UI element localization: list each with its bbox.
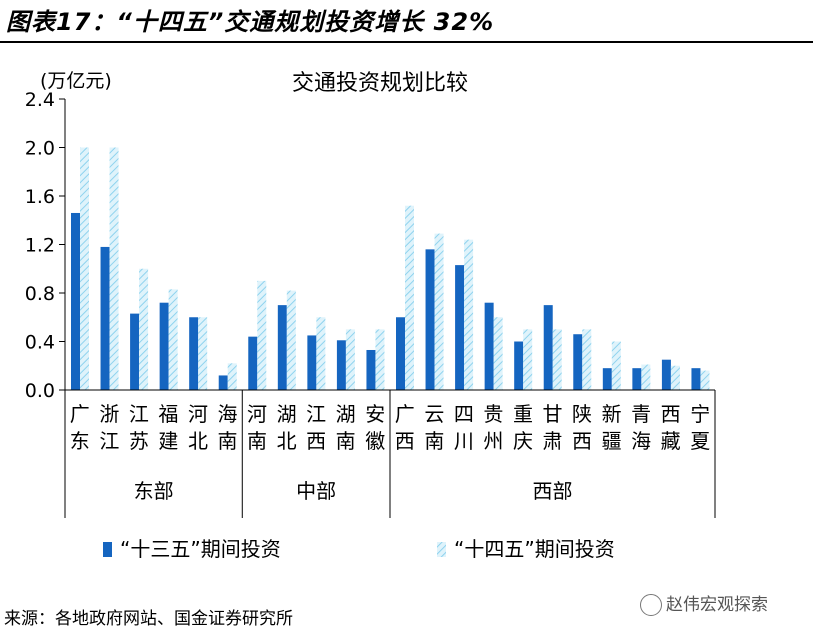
- bar-series2-19: [641, 364, 651, 390]
- y-tick-label: 2.4: [25, 89, 55, 111]
- bar-series2-5: [227, 363, 237, 390]
- bar-series1-9: [336, 340, 346, 390]
- bar-series1-0: [71, 212, 80, 390]
- x-tick-label: 西藏: [661, 402, 681, 453]
- bar-series2-14: [493, 317, 503, 390]
- x-tick-label: 宁夏: [690, 402, 710, 453]
- y-axis: 0.0 0.4 0.8 1.2 1.6 2.0 2.4: [25, 89, 66, 402]
- bar-series2-0: [80, 147, 89, 390]
- bar-series2-3: [168, 289, 178, 390]
- legend-label-series1: “十三五”期间投资: [120, 537, 281, 561]
- x-tick-label: 湖北: [277, 402, 297, 453]
- x-tick-label: 河南: [247, 402, 267, 453]
- bar-series1-21: [691, 368, 701, 390]
- bar-series2-4: [198, 317, 208, 390]
- x-tick-label: 贵州: [483, 402, 503, 453]
- x-tick-label: 陕西: [572, 402, 592, 453]
- bar-series2-12: [434, 233, 444, 390]
- x-tick-label: 江苏: [129, 402, 149, 453]
- bar-series1-8: [307, 335, 317, 390]
- bar-series1-10: [366, 349, 376, 390]
- y-tick-label: 0.4: [25, 332, 55, 354]
- x-tick-label: 江西: [306, 402, 326, 453]
- x-tick-label: 云南: [424, 402, 444, 453]
- bar-series2-18: [611, 341, 621, 390]
- legend-swatch-series2: [437, 542, 446, 557]
- bar-series2-21: [700, 370, 710, 390]
- bar-series1-4: [189, 317, 199, 390]
- bar-series2-20: [670, 365, 680, 390]
- bar-series1-2: [130, 313, 140, 390]
- bar-series1-12: [425, 249, 435, 390]
- bar-series2-7: [286, 290, 296, 390]
- x-tick-label: 浙江: [99, 402, 119, 453]
- x-tick-label: 海南: [218, 402, 238, 453]
- x-axis: 广东浙江江苏福建河北海南河南湖北江西湖南安徽广西云南四川贵州重庆甘肃陕西新疆青海…: [64, 389, 716, 518]
- bar-series2-11: [405, 205, 414, 390]
- bar-series2-17: [582, 329, 592, 390]
- bar-series1-18: [602, 368, 612, 390]
- x-tick-label: 广西: [395, 402, 415, 453]
- x-tick-label: 广东: [70, 402, 90, 453]
- x-tick-label: 青海: [631, 402, 651, 453]
- bar-series1-6: [248, 336, 258, 390]
- bar-series1-14: [484, 302, 494, 390]
- legend: “十三五”期间投资 “十四五”期间投资: [103, 537, 615, 561]
- title-divider: [0, 41, 813, 43]
- x-tick-label: 安徽: [365, 402, 385, 453]
- x-tick-label: 甘肃: [543, 402, 563, 453]
- bar-series2-15: [523, 329, 533, 390]
- bar-chart: 交通投资规划比较 (万亿元) 0.0 0.4 0.8 1.2 1.6 2.0 2.4 广东浙…: [25, 70, 716, 561]
- y-tick-label: 0.8: [25, 283, 55, 305]
- bar-series2-9: [345, 329, 355, 390]
- legend-swatch-series1: [103, 542, 112, 557]
- watermark-text: 赵伟宏观探索: [666, 595, 768, 615]
- y-tick-label: 1.2: [25, 235, 55, 257]
- bar-series1-5: [218, 375, 228, 390]
- bar-series2-10: [375, 329, 385, 390]
- group-label: 西部: [533, 479, 573, 503]
- y-tick-label: 2.0: [25, 138, 55, 160]
- bar-series2-1: [109, 147, 119, 390]
- y-tick-label: 1.6: [25, 186, 55, 208]
- wechat-logo-icon: [640, 594, 662, 616]
- x-tick-label: 福建: [158, 402, 178, 453]
- bar-series1-17: [573, 334, 583, 390]
- legend-label-series2: “十四五”期间投资: [454, 537, 615, 561]
- bar-series2-8: [316, 317, 326, 390]
- bars-layer: [71, 147, 710, 390]
- bar-series2-2: [139, 268, 149, 390]
- bar-series2-16: [552, 329, 562, 390]
- bar-series1-15: [514, 341, 524, 390]
- bar-series1-13: [455, 265, 465, 390]
- bar-series2-13: [464, 239, 474, 390]
- bar-series1-19: [632, 368, 642, 390]
- bar-series1-11: [396, 317, 405, 390]
- x-tick-label: 河北: [188, 402, 208, 453]
- x-tick-label: 四川: [454, 402, 474, 453]
- y-tick-label: 0.0: [25, 380, 55, 402]
- x-tick-label: 新疆: [602, 402, 622, 453]
- watermark: 赵伟宏观探索: [640, 590, 768, 616]
- bar-series1-20: [661, 359, 671, 390]
- figure-title: 图表17：“十四五”交通规划投资增长 32%: [6, 8, 495, 36]
- bar-series1-16: [543, 305, 553, 390]
- x-tick-label: 湖南: [336, 402, 356, 453]
- bar-series2-6: [257, 280, 267, 390]
- source-note: 来源：各地政府网站、国金证券研究所: [4, 609, 293, 629]
- group-label: 东部: [134, 479, 174, 503]
- y-axis-unit-label: (万亿元): [40, 70, 112, 92]
- bar-series1-3: [159, 302, 169, 390]
- x-tick-label: 重庆: [513, 402, 533, 453]
- bar-series1-1: [100, 246, 110, 390]
- chart-title: 交通投资规划比较: [292, 71, 468, 96]
- bar-series1-7: [277, 305, 287, 390]
- group-label: 中部: [296, 479, 336, 503]
